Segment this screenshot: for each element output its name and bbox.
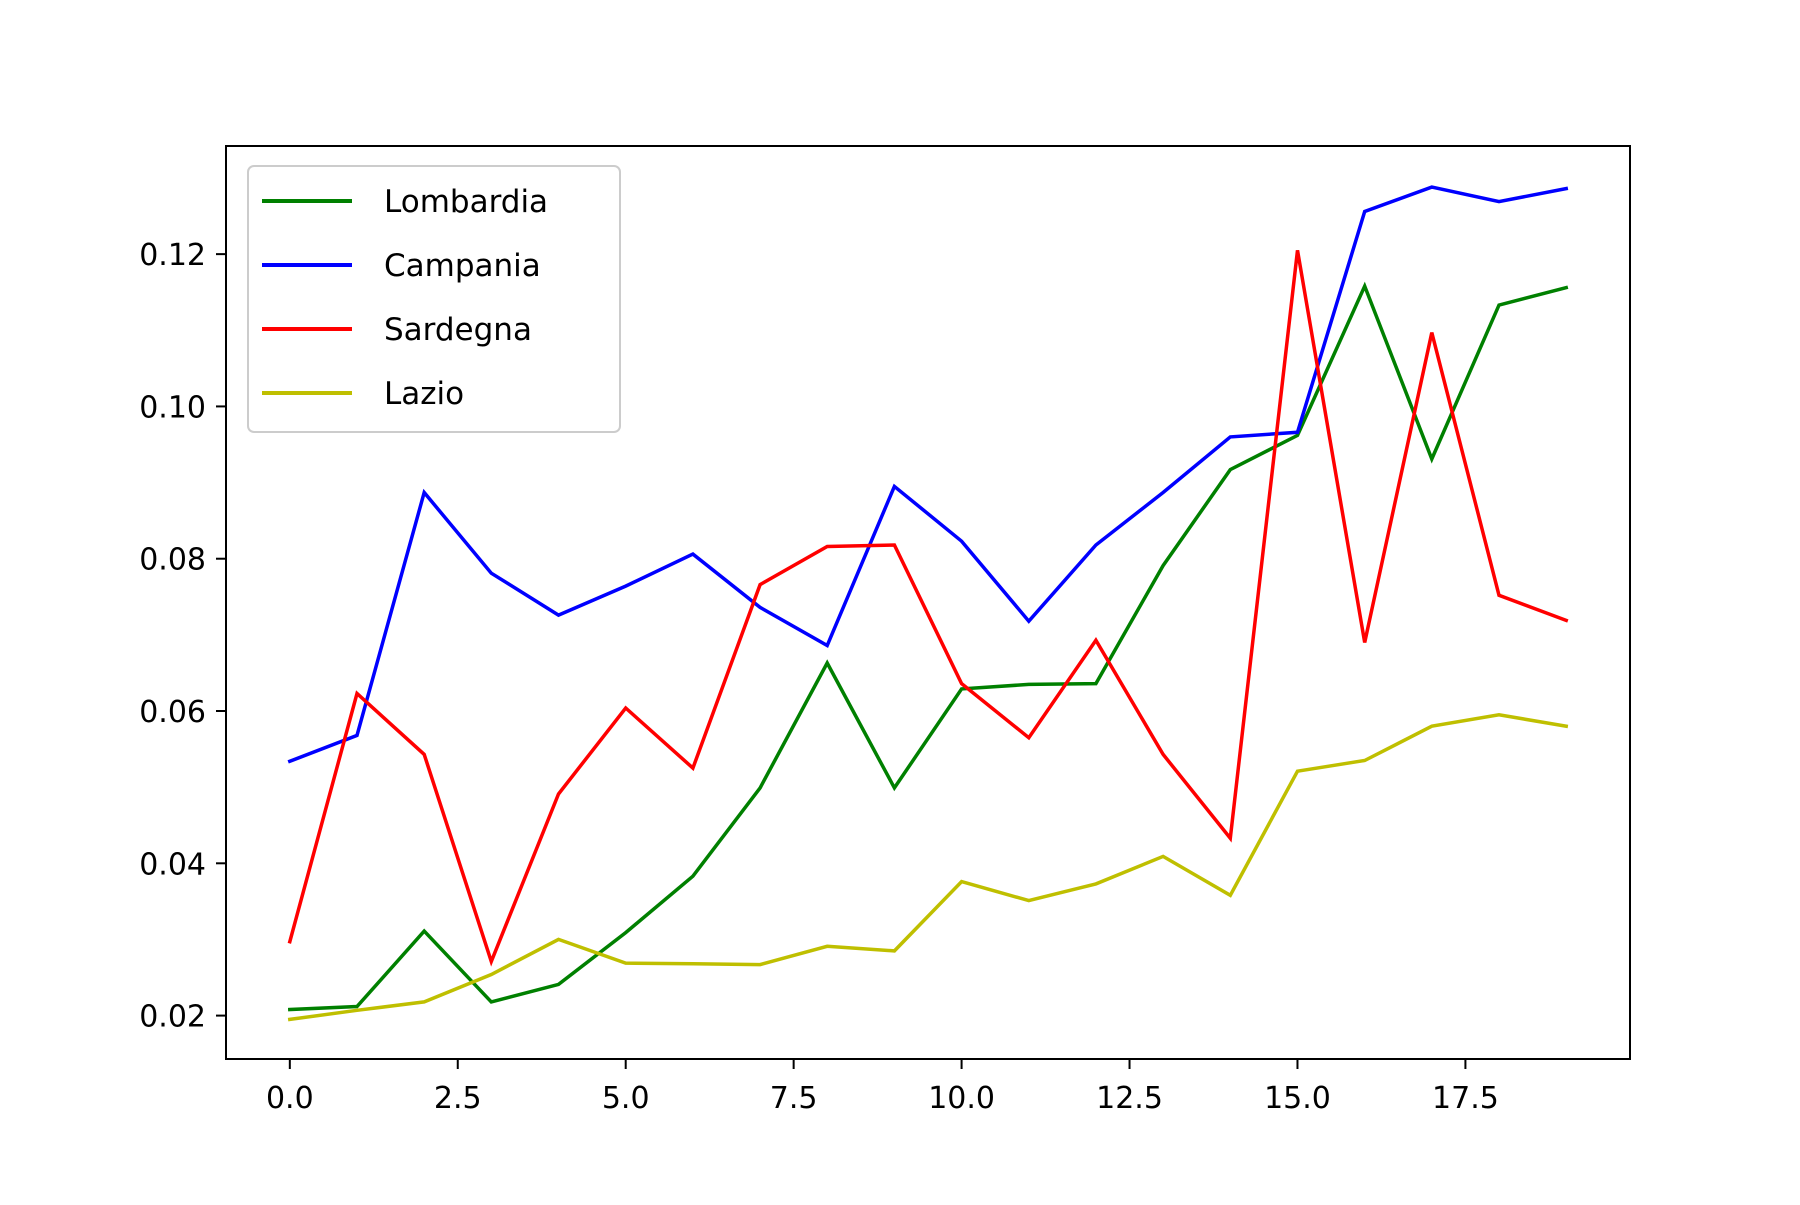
x-tick-label: 12.5 <box>1096 1081 1163 1116</box>
y-tick-label: 0.10 <box>139 390 206 425</box>
legend: Lombardia Campania Sardegna Lazio <box>247 165 621 433</box>
series-line-lombardia <box>287 281 1569 1012</box>
x-tick-label: 7.5 <box>770 1081 818 1116</box>
x-tick-label: 5.0 <box>602 1081 650 1116</box>
x-axis: 0.0 2.5 5.0 7.5 10.0 12.5 15.0 17.5 <box>266 1059 1499 1116</box>
x-tick-label: 10.0 <box>928 1081 995 1116</box>
legend-label-campania: Campania <box>384 248 541 284</box>
series-layer <box>287 185 1569 1022</box>
y-tick-label: 0.04 <box>139 847 206 882</box>
x-tick-label: 15.0 <box>1264 1081 1331 1116</box>
legend-label-sardegna: Sardegna <box>384 312 532 348</box>
legend-label-lazio: Lazio <box>384 376 464 412</box>
plot-frame <box>225 145 1631 1060</box>
series-line-campania <box>287 185 1569 764</box>
y-tick-label: 0.02 <box>139 1000 206 1035</box>
series-line-sardegna <box>287 250 1569 967</box>
x-tick-label: 0.0 <box>266 1081 314 1116</box>
y-tick-label: 0.12 <box>139 238 206 273</box>
x-tick-label: 2.5 <box>434 1081 482 1116</box>
series-line-lazio <box>287 713 1569 1022</box>
y-axis: 0.02 0.04 0.06 0.08 0.10 0.12 <box>139 238 226 1035</box>
x-tick-label: 17.5 <box>1432 1081 1499 1116</box>
y-tick-label: 0.06 <box>139 695 206 730</box>
legend-box <box>247 165 621 433</box>
legend-label-lombardia: Lombardia <box>384 184 548 220</box>
y-tick-label: 0.08 <box>139 543 206 578</box>
